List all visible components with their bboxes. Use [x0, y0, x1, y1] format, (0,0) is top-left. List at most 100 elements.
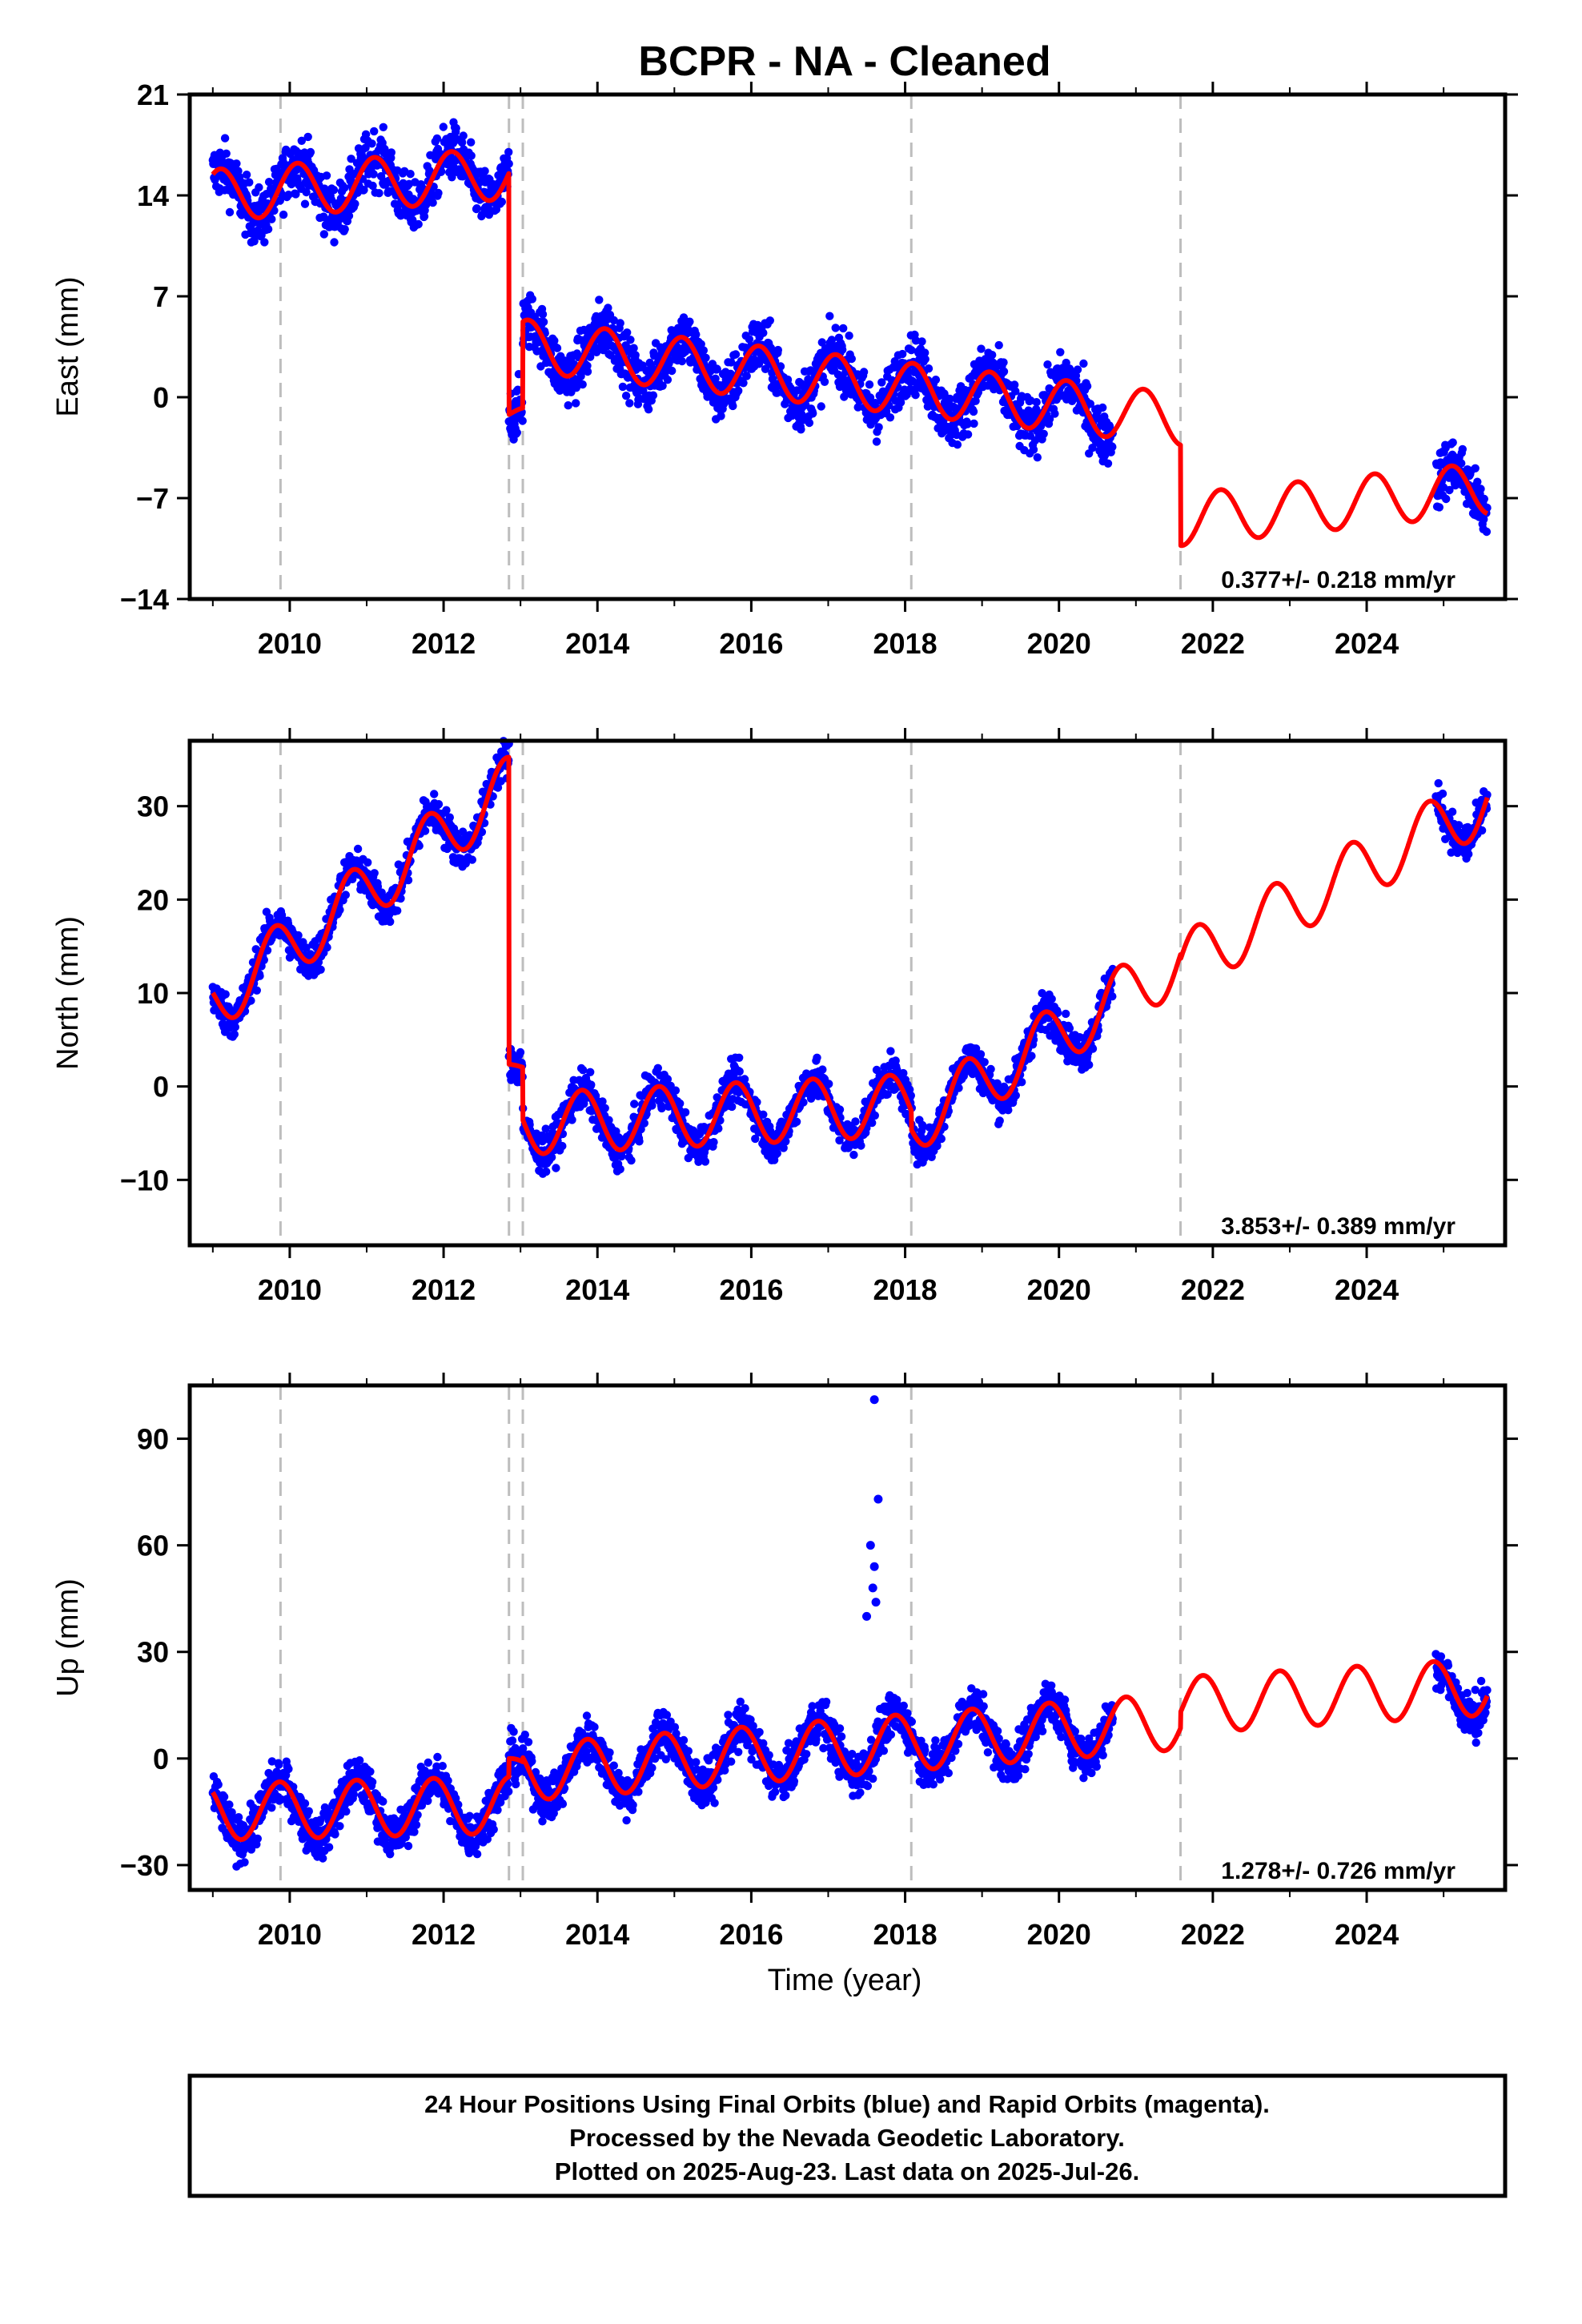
data-point — [999, 367, 1009, 376]
x-tick-label: 2020 — [1027, 1273, 1091, 1306]
data-point — [368, 181, 377, 191]
data-point — [818, 1065, 827, 1074]
data-point — [709, 1138, 718, 1147]
data-point — [933, 1141, 942, 1151]
data-point — [539, 317, 548, 327]
data-point — [448, 173, 456, 182]
data-point — [316, 965, 325, 975]
x-tick-label: 2018 — [873, 1273, 938, 1306]
data-point — [874, 423, 883, 432]
data-point — [568, 1116, 576, 1124]
y-tick-label: 20 — [137, 883, 169, 916]
data-point — [214, 1780, 223, 1789]
x-tick-label: 2020 — [1027, 627, 1091, 660]
data-point — [648, 1101, 656, 1110]
data-point — [518, 416, 527, 425]
data-point — [1438, 789, 1447, 798]
data-point — [714, 1124, 723, 1133]
data-point — [370, 127, 379, 136]
data-point — [513, 385, 522, 394]
data-point — [728, 1102, 737, 1112]
data-point — [342, 1807, 351, 1816]
x-tick-label: 2016 — [719, 627, 783, 660]
data-point — [331, 1830, 339, 1839]
y-tick-label: 10 — [137, 977, 169, 1010]
data-point — [344, 211, 354, 220]
data-point — [480, 167, 489, 175]
data-point — [369, 170, 378, 179]
data-point — [976, 1050, 986, 1059]
data-point — [459, 131, 468, 140]
data-point — [701, 1157, 710, 1166]
x-tick-label: 2018 — [873, 627, 938, 660]
data-point — [734, 386, 743, 396]
data-point — [220, 134, 230, 143]
data-point — [1043, 360, 1052, 369]
data-point — [547, 1152, 556, 1162]
data-point — [542, 1167, 551, 1176]
data-point — [340, 225, 349, 234]
data-point — [322, 171, 331, 180]
data-point — [1088, 1044, 1098, 1053]
data-point — [1103, 459, 1113, 468]
data-point — [1073, 365, 1082, 374]
data-point — [380, 144, 389, 154]
data-point — [437, 167, 446, 176]
data-point — [255, 183, 263, 192]
data-point — [351, 199, 359, 208]
data-point — [579, 1066, 588, 1075]
data-point — [825, 312, 834, 320]
data-point — [980, 1058, 989, 1067]
data-point — [717, 412, 725, 420]
data-point — [335, 1822, 344, 1831]
data-point — [676, 1099, 685, 1108]
data-point — [586, 1068, 595, 1077]
data-point — [627, 1156, 636, 1165]
data-point — [468, 855, 476, 864]
data-point — [303, 132, 312, 142]
data-point — [1447, 807, 1457, 816]
data-point — [347, 155, 355, 163]
data-point — [759, 1110, 768, 1120]
data-point — [341, 891, 350, 899]
x-tick-label: 2014 — [565, 627, 629, 660]
data-point — [319, 1854, 327, 1863]
data-point — [267, 215, 276, 223]
data-point — [1079, 359, 1088, 368]
data-point — [457, 138, 467, 147]
data-point — [692, 330, 701, 339]
data-point — [297, 136, 306, 145]
data-point — [294, 931, 303, 940]
data-point — [630, 1100, 639, 1108]
y-tick-label: 21 — [137, 78, 169, 111]
x-tick-label: 2022 — [1181, 627, 1245, 660]
data-point — [370, 869, 379, 878]
data-point — [379, 123, 387, 131]
data-point — [917, 337, 926, 346]
data-point — [999, 358, 1008, 367]
data-point — [963, 430, 973, 439]
data-point — [851, 1117, 860, 1126]
data-point — [232, 159, 241, 168]
x-tick-label: 2024 — [1335, 627, 1399, 660]
data-point — [1033, 453, 1042, 462]
east-panel: 2010 2012 2014 2016 2018 2020 2022 2024−14−7071… — [51, 78, 1518, 660]
data-point — [898, 349, 907, 359]
data-point — [616, 1164, 624, 1174]
data-point — [222, 149, 231, 158]
data-point — [994, 340, 1003, 350]
data-point — [621, 392, 631, 400]
data-point — [406, 170, 415, 179]
data-point — [742, 372, 751, 380]
data-point — [528, 295, 536, 304]
data-point — [1011, 1091, 1021, 1100]
data-point — [868, 1118, 877, 1128]
data-point — [1442, 494, 1451, 504]
data-point — [1085, 1060, 1094, 1069]
y-tick-label: 30 — [137, 790, 169, 823]
data-point — [759, 328, 768, 337]
data-point — [626, 336, 635, 344]
data-point — [472, 204, 481, 213]
y-tick-label: 7 — [153, 280, 169, 313]
data-point — [434, 800, 444, 809]
